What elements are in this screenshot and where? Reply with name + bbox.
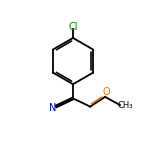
Text: CH₃: CH₃ bbox=[117, 101, 133, 110]
Text: Cl: Cl bbox=[68, 22, 78, 32]
Text: N: N bbox=[49, 103, 56, 113]
Text: O: O bbox=[102, 87, 110, 97]
